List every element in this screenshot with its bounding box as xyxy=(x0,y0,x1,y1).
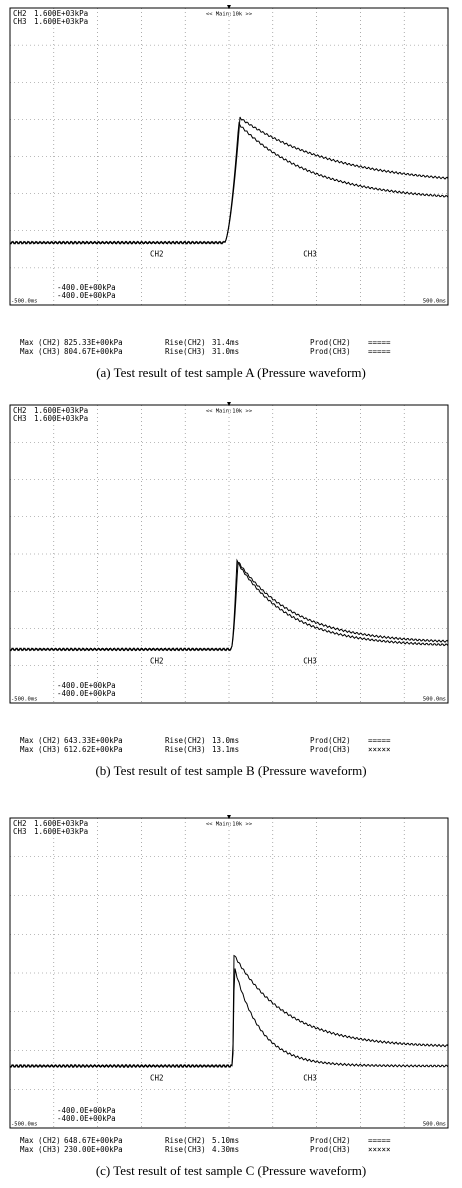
timebase: << Main:10k >> xyxy=(206,12,253,18)
channel-offset: -400.0E+00kPa xyxy=(57,681,116,690)
result-field: Prod(CH2) xyxy=(310,338,351,347)
trigger-marker xyxy=(227,5,231,9)
result-field: Max (CH3) xyxy=(20,1145,61,1154)
channel-marker: CH2 xyxy=(150,656,164,665)
channel-label: CH3 xyxy=(13,17,27,26)
channel-label: CH3 xyxy=(13,414,27,423)
channel-scale: 1.600E+03kPa xyxy=(34,9,88,18)
channel-scale: 1.600E+03kPa xyxy=(34,414,88,423)
result-field: Rise(CH2) xyxy=(165,736,206,745)
result-field: Prod(CH3) xyxy=(310,745,351,754)
trigger-marker xyxy=(227,402,231,406)
result-field: Prod(CH2) xyxy=(310,1136,351,1145)
result-field: Rise(CH2) xyxy=(165,338,206,347)
caption: (b) Test result of test sample B (Pressu… xyxy=(95,763,366,778)
timebase: << Main:10k >> xyxy=(206,822,253,828)
result-field: Rise(CH3) xyxy=(165,347,206,356)
panel: CH2 1.600E+03kPa CH3 1.600E+03kPa << Main:10… xyxy=(9,5,449,380)
waveform xyxy=(9,121,449,245)
result-field: 230.00E+00kPa xyxy=(64,1145,123,1154)
result-field: Prod(CH2) xyxy=(310,736,351,745)
result-field: 4.30ms xyxy=(212,1145,239,1154)
result-field: ××××× xyxy=(368,1145,391,1154)
channel-offset: -400.0E+00kPa xyxy=(57,1106,116,1115)
caption: (a) Test result of test sample A (Pressu… xyxy=(96,365,366,380)
channel-offset: -400.0E+00kPa xyxy=(57,291,116,300)
waveform xyxy=(9,562,449,652)
result-field: Rise(CH2) xyxy=(165,1136,206,1145)
result-field: Max (CH3) xyxy=(20,347,61,356)
result-field: 13.1ms xyxy=(212,745,239,754)
channel-marker: CH3 xyxy=(303,656,317,665)
channel-marker: CH3 xyxy=(303,1073,317,1082)
channel-label: CH3 xyxy=(13,827,27,836)
result-field: 643.33E+00kPa xyxy=(64,736,123,745)
channel-scale: 1.600E+03kPa xyxy=(34,827,88,836)
result-field: 31.0ms xyxy=(212,347,239,356)
result-field: Max (CH2) xyxy=(20,338,61,347)
time-end: 500.0ms xyxy=(423,299,446,305)
result-field: ===== xyxy=(368,338,391,347)
panel: CH2 1.600E+03kPa CH3 1.600E+03kPa << Main:10… xyxy=(9,815,449,1178)
time-start: -500.0ms xyxy=(11,697,38,703)
channel-scale: 1.600E+03kPa xyxy=(34,406,88,415)
result-field: 31.4ms xyxy=(212,338,239,347)
result-field: Prod(CH3) xyxy=(310,1145,351,1154)
time-start: -500.0ms xyxy=(11,299,38,305)
result-field: Rise(CH3) xyxy=(165,1145,206,1154)
channel-marker: CH3 xyxy=(303,250,317,259)
result-field: ===== xyxy=(368,1136,391,1145)
channel-label: CH2 xyxy=(13,406,27,415)
panel: CH2 1.600E+03kPa CH3 1.600E+03kPa << Main:10… xyxy=(9,402,449,778)
result-field: 13.0ms xyxy=(212,736,239,745)
result-field: ××××× xyxy=(368,745,391,754)
result-field: 648.67E+00kPa xyxy=(64,1136,123,1145)
trigger-marker xyxy=(227,815,231,819)
channel-scale: 1.600E+03kPa xyxy=(34,17,88,26)
channel-offset: -400.0E+00kPa xyxy=(57,689,116,698)
caption: (c) Test result of test sample C (Pressu… xyxy=(96,1163,366,1178)
result-field: Max (CH2) xyxy=(20,736,61,745)
result-field: Prod(CH3) xyxy=(310,347,351,356)
timebase: << Main:10k >> xyxy=(206,409,253,415)
time-end: 500.0ms xyxy=(423,1122,446,1128)
result-field: Max (CH2) xyxy=(20,1136,61,1145)
time-end: 500.0ms xyxy=(423,697,446,703)
time-start: -500.0ms xyxy=(11,1122,38,1128)
channel-marker: CH2 xyxy=(150,250,164,259)
channel-marker: CH2 xyxy=(150,1073,164,1082)
result-field: 5.10ms xyxy=(212,1136,239,1145)
result-field: ===== xyxy=(368,347,391,356)
result-field: 825.33E+00kPa xyxy=(64,338,123,347)
result-field: ===== xyxy=(368,736,391,745)
channel-label: CH2 xyxy=(13,9,27,18)
result-field: Rise(CH3) xyxy=(165,745,206,754)
channel-scale: 1.600E+03kPa xyxy=(34,819,88,828)
channel-offset: -400.0E+00kPa xyxy=(57,1114,116,1123)
result-field: Max (CH3) xyxy=(20,745,61,754)
channel-label: CH2 xyxy=(13,819,27,828)
channel-offset: -400.0E+00kPa xyxy=(57,283,116,292)
waveform xyxy=(9,968,449,1069)
result-field: 612.62E+00kPa xyxy=(64,745,123,754)
result-field: 804.67E+00kPa xyxy=(64,347,123,356)
